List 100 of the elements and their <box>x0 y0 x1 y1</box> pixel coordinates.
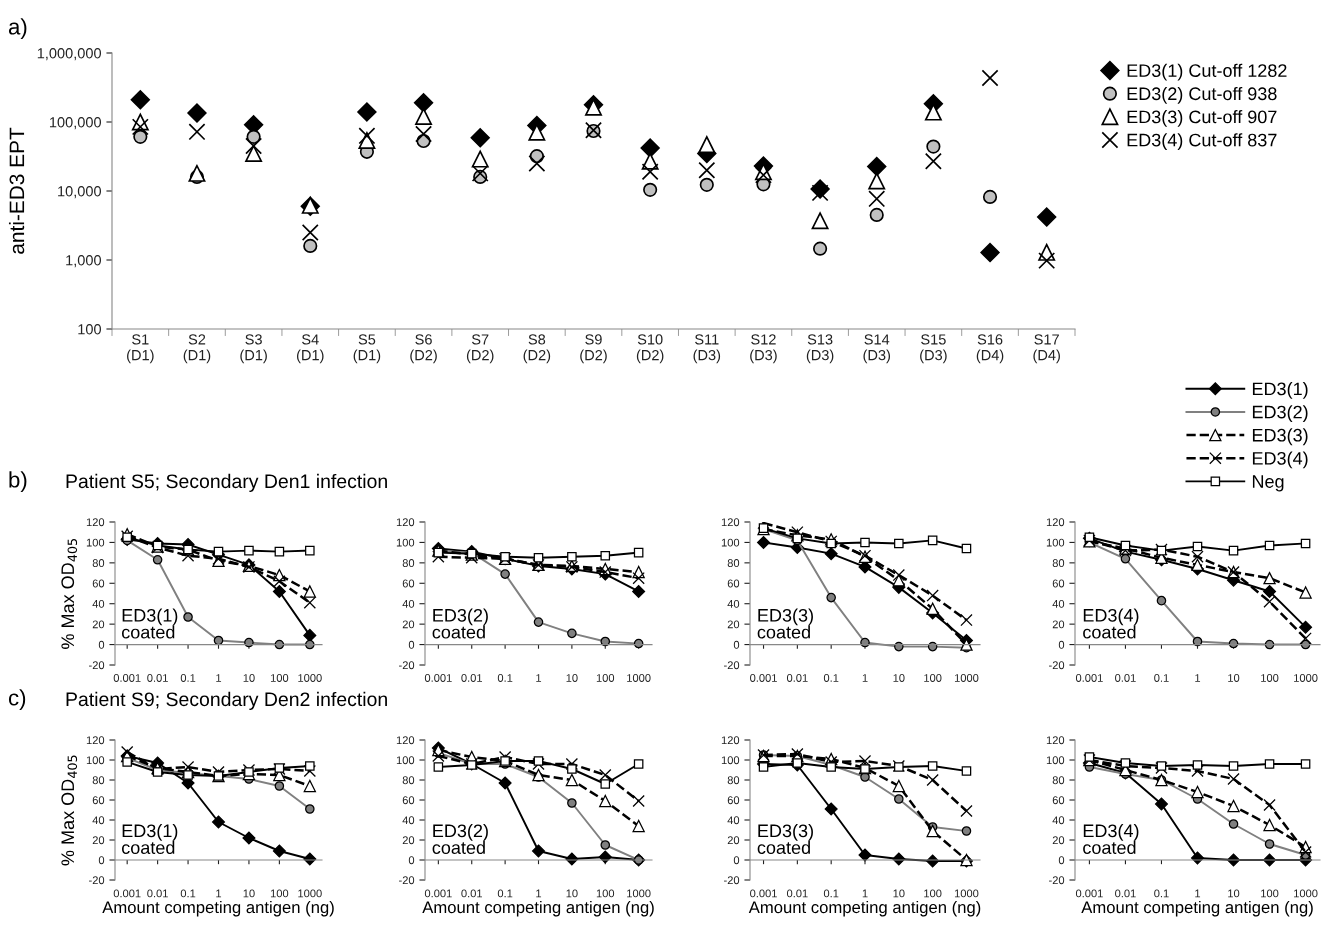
annotation: ED3(3) coated <box>757 608 813 639</box>
x-tick-label: 0.1 <box>823 889 839 898</box>
x-tick-label: S12 (D3) <box>750 334 777 364</box>
y-tick-label: 0 <box>1058 856 1065 865</box>
y-tick-label: 1,000 <box>66 255 102 268</box>
annotation: ED3(1) coated <box>121 823 178 855</box>
y-tick-label: -20 <box>724 661 740 670</box>
y-tick-label: -20 <box>89 661 105 670</box>
x-axis-title: Amount competing antigen (ng) <box>102 900 334 917</box>
x-tick-label: S1 (D1) <box>127 334 154 364</box>
y-tick-label: -20 <box>724 876 740 885</box>
y-tick-label: 80 <box>402 559 415 567</box>
y-tick-label: 20 <box>92 836 105 845</box>
y-tick-label: 60 <box>727 579 740 588</box>
y-tick-label: -20 <box>1049 661 1065 670</box>
y-tick-label: 100 <box>1046 538 1065 547</box>
x-tick-label: S8 (D2) <box>523 334 551 364</box>
legend-label: ED3(2) <box>1252 405 1308 422</box>
y-tick-label: 0 <box>98 640 105 649</box>
y-tick-label: 20 <box>727 836 740 845</box>
y-tick-label: 40 <box>727 816 740 825</box>
x-tick-label: 0.01 <box>786 674 808 682</box>
x-tick-label: 100 <box>924 674 942 682</box>
x-tick-label: 100 <box>596 674 615 682</box>
y-tick-label: 20 <box>402 836 415 845</box>
y-tick-label: 60 <box>1052 796 1065 805</box>
annotation: ED3(4) coated <box>1083 608 1139 639</box>
x-tick-label: 1 <box>1195 674 1201 682</box>
legend-label: ED3(3) <box>1252 428 1308 446</box>
x-tick-label: 100 <box>1261 889 1279 898</box>
x-tick-label: 100 <box>270 889 289 898</box>
y-tick-label: 1,000,000 <box>37 48 102 61</box>
legend-label: ED3(1) <box>1252 382 1308 399</box>
y-axis-title: % Max OD$_{405}$ <box>61 539 78 649</box>
y-tick-label: 120 <box>396 736 415 745</box>
y-tick-label: 20 <box>92 620 105 629</box>
x-tick-label: S7 (D2) <box>466 334 494 364</box>
x-tick-label: 1 <box>1195 889 1201 898</box>
x-tick-label: 100 <box>270 674 289 682</box>
x-tick-label: 0.01 <box>147 889 168 898</box>
y-tick-label: 0 <box>733 856 740 865</box>
x-tick-label: 100 <box>1261 674 1279 682</box>
y-tick-label: 80 <box>727 776 740 785</box>
x-tick-label: 1000 <box>298 889 322 898</box>
y-tick-label: 100,000 <box>49 117 102 130</box>
x-tick-label: 10 <box>566 674 578 682</box>
y-tick-label: 20 <box>727 620 740 629</box>
legend-label: ED3(4) Cut-off 837 <box>1127 133 1277 150</box>
y-tick-label: 60 <box>402 796 415 805</box>
y-tick-label: -20 <box>1049 876 1065 885</box>
y-tick-label: 20 <box>1052 836 1065 845</box>
y-tick-label: 100 <box>396 756 415 765</box>
y-tick-label: 80 <box>402 776 415 785</box>
y-tick-label: -20 <box>399 876 415 885</box>
x-tick-label: 10 <box>893 674 905 682</box>
y-tick-label: 120 <box>396 518 415 527</box>
x-tick-label: 1000 <box>954 674 979 682</box>
y-tick-label: 0 <box>98 856 105 865</box>
x-tick-label: 0.001 <box>1075 889 1103 898</box>
x-tick-label: 0.001 <box>750 674 777 682</box>
y-tick-label: 80 <box>727 559 740 567</box>
x-tick-label: 10 <box>1228 889 1240 898</box>
y-tick-label: 80 <box>1052 559 1065 567</box>
y-tick-label: 120 <box>1046 518 1065 527</box>
x-tick-label: 1000 <box>627 674 651 682</box>
y-tick-label: 60 <box>402 579 415 588</box>
x-tick-label: S5 (D1) <box>353 334 381 364</box>
legend-label: ED3(1) Cut-off 1282 <box>1127 63 1287 81</box>
annotation: ED3(3) coated <box>757 823 813 855</box>
annotation: ED3(1) coated <box>121 608 178 639</box>
y-tick-label: 60 <box>727 796 740 805</box>
x-tick-label: 0.1 <box>497 889 513 898</box>
y-tick-label: 100 <box>86 538 105 547</box>
x-tick-label: S16 (D4) <box>976 334 1004 364</box>
y-tick-label: 100 <box>396 538 415 547</box>
chart-title: Patient S9; Secondary Den2 infection <box>66 691 387 710</box>
legend-label: ED3(3) Cut-off 907 <box>1127 110 1277 127</box>
y-tick-label: 60 <box>92 796 105 805</box>
y-tick-label: 40 <box>92 599 105 608</box>
x-tick-label: 1 <box>862 889 868 898</box>
y-tick-label: 60 <box>1052 579 1065 588</box>
x-tick-label: 0.01 <box>147 674 168 682</box>
x-tick-label: 0.001 <box>1075 674 1103 682</box>
y-tick-label: 60 <box>92 579 105 588</box>
x-tick-label: S15 (D3) <box>920 334 947 364</box>
x-tick-label: 0.001 <box>424 889 452 898</box>
x-tick-label: S17 (D4) <box>1033 334 1060 364</box>
x-tick-label: 0.1 <box>180 889 196 898</box>
y-tick-label: 100 <box>721 538 740 547</box>
x-tick-label: 1000 <box>954 889 979 898</box>
y-tick-label: -20 <box>89 876 105 885</box>
y-tick-label: 120 <box>86 518 105 527</box>
y-tick-label: 20 <box>1052 620 1065 629</box>
x-tick-label: 1 <box>216 889 222 898</box>
x-tick-label: 0.001 <box>113 674 141 682</box>
y-tick-label: 100 <box>78 324 102 335</box>
x-axis-title: Amount competing antigen (ng) <box>1081 900 1313 917</box>
x-tick-label: S4 (D1) <box>296 334 324 364</box>
y-tick-label: 40 <box>727 599 740 608</box>
y-tick-label: -20 <box>399 661 415 670</box>
